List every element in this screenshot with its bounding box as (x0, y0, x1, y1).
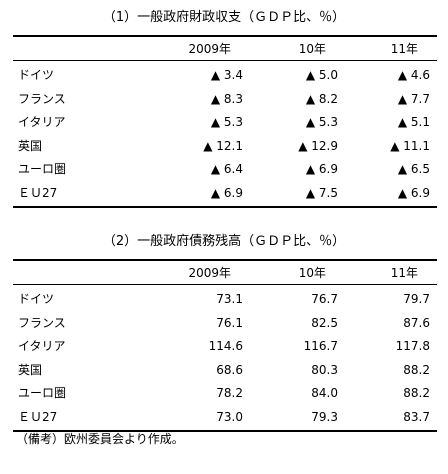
table-border-bottom (13, 429, 437, 432)
cell: 88.2 (403, 362, 430, 377)
cell: ▲ 5.0 (305, 68, 338, 82)
cell: 78.2 (216, 386, 243, 401)
cell: ▲ 8.3 (210, 91, 243, 106)
table-title: （1）一般政府財政収支（ＧＤＰ比、％） (102, 10, 346, 25)
row-label: イタリア (18, 115, 66, 130)
cell: 80.3 (311, 362, 338, 377)
cell: ▲ 5.1 (397, 115, 430, 130)
cell: 76.1 (216, 315, 243, 330)
cell: 68.6 (216, 362, 243, 377)
header-separator (13, 284, 437, 285)
cell: 84.0 (311, 386, 338, 401)
column-header: 11年 (390, 42, 418, 56)
cell: 73.1 (216, 292, 243, 306)
table-border-top (13, 35, 437, 37)
row-label: ユーロ圏 (18, 162, 67, 177)
cell: 76.7 (311, 292, 338, 306)
header-separator (13, 60, 437, 61)
cell: ▲ 12.9 (298, 138, 338, 153)
cell: 114.6 (208, 339, 243, 354)
cell: 83.7 (403, 410, 430, 424)
cell: ▲ 5.3 (305, 115, 338, 130)
cell: ▲ 5.3 (210, 115, 243, 130)
row-label: フランス (18, 315, 66, 330)
cell: 116.7 (303, 339, 338, 354)
cell: ▲ 6.9 (305, 162, 338, 177)
row-label: ＥＵ27 (18, 410, 58, 424)
row-label: ＥＵ27 (18, 186, 58, 200)
row-label: ユーロ圏 (18, 386, 67, 401)
cell: ▲ 6.5 (397, 162, 430, 177)
row-label: イタリア (18, 339, 66, 354)
row-label: フランス (18, 91, 66, 106)
cell: ▲ 12.1 (203, 138, 243, 153)
cell: 88.2 (403, 386, 430, 401)
cell: 73.0 (216, 410, 243, 424)
table-border-top (13, 259, 437, 261)
column-header: 10年 (298, 42, 326, 56)
cell: 79.3 (311, 410, 338, 424)
cell: ▲ 11.1 (390, 138, 430, 153)
column-header: 2009年 (188, 42, 231, 56)
cell: 117.8 (395, 339, 430, 354)
row-label: ドイツ (18, 292, 55, 306)
row-label: ドイツ (18, 68, 55, 82)
table-title: （2）一般政府債務残高（ＧＤＰ比、％） (102, 234, 346, 249)
cell: 87.6 (403, 315, 430, 330)
cell: ▲ 7.5 (305, 186, 338, 200)
column-header: 2009年 (188, 266, 231, 280)
row-label: 英国 (18, 362, 43, 377)
note: （備考）欧州委員会より作成。 (16, 432, 184, 446)
cell: ▲ 8.2 (305, 91, 338, 106)
cell: ▲ 6.4 (210, 162, 243, 177)
cell: ▲ 6.9 (210, 186, 243, 200)
cell: ▲ 3.4 (210, 68, 243, 82)
column-header: 10年 (298, 266, 326, 280)
cell: ▲ 4.6 (397, 68, 430, 82)
table-border-bottom (13, 205, 437, 208)
cell: 82.5 (311, 315, 338, 330)
row-label: 英国 (18, 138, 43, 153)
cell: ▲ 7.7 (397, 91, 430, 106)
column-header: 11年 (390, 266, 418, 280)
cell: ▲ 6.9 (397, 186, 430, 200)
cell: 79.7 (403, 292, 430, 306)
